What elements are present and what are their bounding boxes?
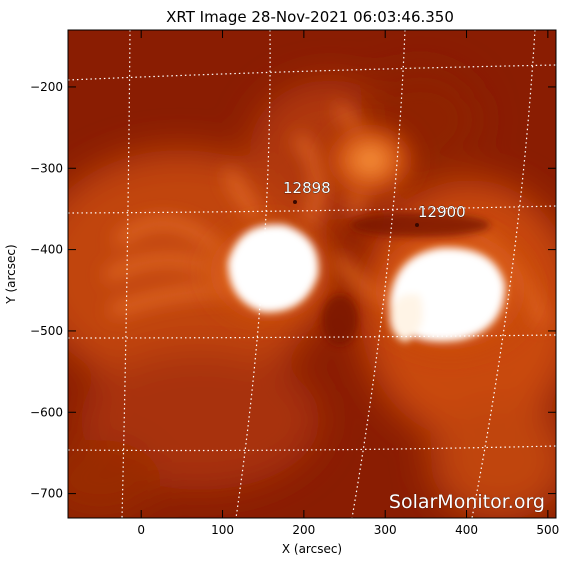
y-tick-label: −600 bbox=[30, 405, 63, 419]
coordinate-grid bbox=[68, 30, 556, 518]
x-tick-label: 400 bbox=[455, 523, 478, 537]
image-title: XRT Image 28-Nov-2021 06:03:46.350 bbox=[166, 8, 454, 26]
y-tick-label: −400 bbox=[30, 243, 63, 257]
y-tick-label: −200 bbox=[30, 80, 63, 94]
active-region-labels: 12898 12900 bbox=[283, 179, 466, 227]
y-axis-label: Y (arcsec) bbox=[4, 244, 18, 304]
y-axis: −200 −300 −400 −500 −600 −700 bbox=[30, 80, 556, 501]
plot-frame bbox=[67, 29, 557, 519]
watermark: SolarMonitor.org bbox=[389, 491, 545, 513]
y-tick-label: −700 bbox=[30, 487, 63, 501]
x-tick-label: 200 bbox=[292, 523, 315, 537]
x-tick-label: 300 bbox=[374, 523, 397, 537]
x-tick-label: 100 bbox=[211, 523, 234, 537]
region-12898-label: 12898 bbox=[283, 179, 331, 197]
region-12900-marker bbox=[415, 223, 419, 227]
region-12900-label: 12900 bbox=[418, 203, 466, 221]
x-tick-label: 500 bbox=[536, 523, 559, 537]
x-axis: 0 100 200 300 400 500 bbox=[137, 30, 559, 537]
solar-xray-image bbox=[68, 30, 556, 518]
x-axis-label: X (arcsec) bbox=[282, 542, 342, 556]
x-tick-label: 0 bbox=[137, 523, 145, 537]
region-12900: 12900 bbox=[415, 203, 466, 227]
region-12898-marker bbox=[293, 200, 297, 204]
region-12898: 12898 bbox=[283, 179, 331, 204]
y-tick-label: −500 bbox=[30, 324, 63, 338]
y-tick-label: −300 bbox=[30, 161, 63, 175]
